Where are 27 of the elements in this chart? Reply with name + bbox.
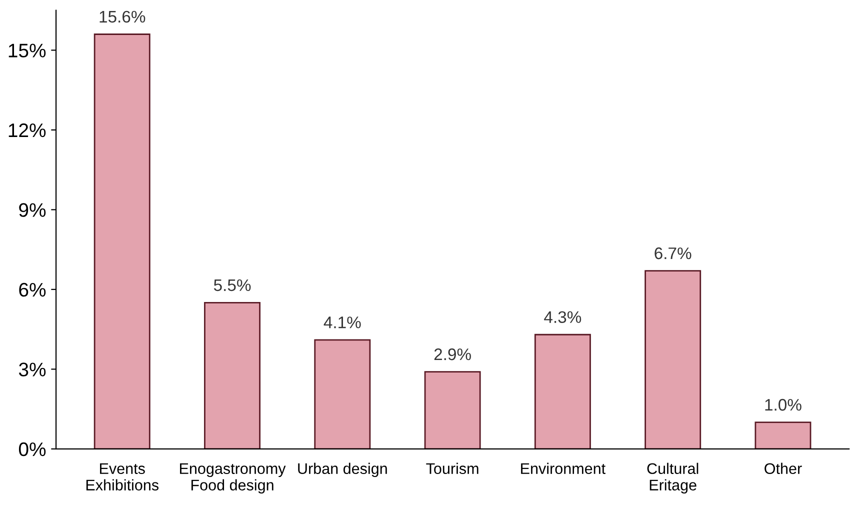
bar (424, 371, 481, 449)
y-tick-label: 15% (8, 44, 46, 58)
x-tick-label: Urban design (298, 462, 387, 478)
data-label: 6.7% (654, 247, 692, 260)
x-tick-label: Cultural Eritage (647, 462, 698, 494)
bar (204, 302, 260, 449)
data-label: 15.6% (100, 10, 146, 23)
y-tick-label: 0% (18, 442, 46, 456)
x-tick-label: Tourism (426, 462, 478, 474)
bar (314, 339, 371, 449)
data-label: 5.5% (214, 279, 251, 292)
bar (534, 334, 591, 449)
data-label: 2.9% (434, 348, 471, 360)
y-tick-label: 3% (18, 362, 46, 376)
bar (754, 422, 812, 449)
y-tick-label: 12% (8, 123, 46, 138)
bar (94, 34, 150, 449)
x-tick-label: Environment (521, 462, 606, 474)
x-tick-label: Events Exhibitions (86, 463, 159, 490)
y-tick-label: 9% (19, 203, 46, 217)
x-tick-label: Enogastronomy Food design (180, 463, 286, 494)
data-label: 4.3% (544, 311, 582, 323)
x-tick-label: Other (764, 462, 802, 474)
bar (644, 270, 702, 449)
data-label: 1.0% (765, 398, 802, 411)
data-label: 4.1% (324, 316, 361, 328)
y-tick-label: 6% (19, 282, 46, 297)
